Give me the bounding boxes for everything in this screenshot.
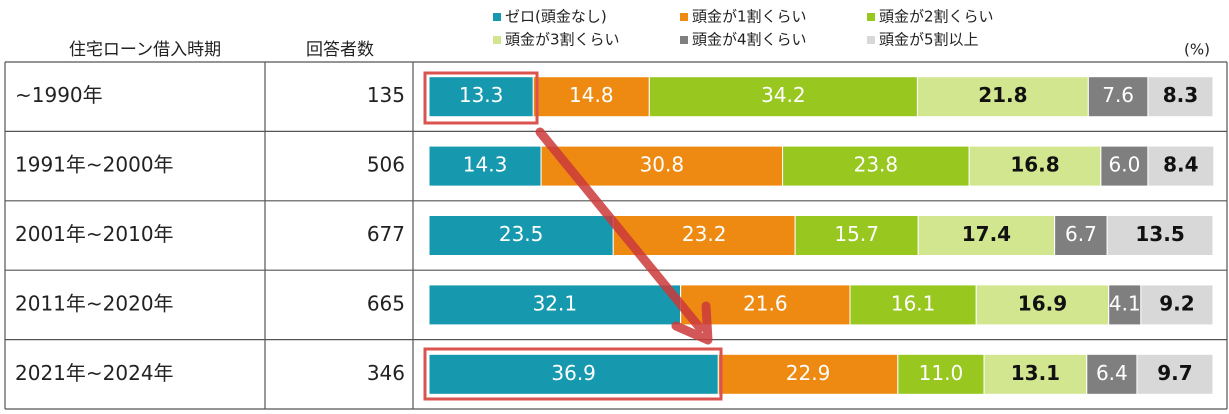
legend-label: ゼロ(頭金なし) xyxy=(505,8,607,26)
bar-segment xyxy=(428,353,719,395)
legend-swatch xyxy=(680,36,688,44)
bar-segment xyxy=(648,76,918,118)
row-label: ~1990年 xyxy=(15,83,103,107)
value-label: 22.9 xyxy=(786,361,831,385)
bar-segment xyxy=(1086,353,1138,395)
legend-label: 頭金が3割くらい xyxy=(505,31,620,49)
value-label: 7.6 xyxy=(1102,83,1134,107)
bar-segment xyxy=(1108,284,1142,326)
bar-segment xyxy=(897,353,985,395)
highlight xyxy=(423,347,723,401)
bar-segment xyxy=(1100,145,1149,187)
row-label: 2011年~2020年 xyxy=(15,291,174,315)
count: 665 xyxy=(367,291,405,315)
value-label: 6.7 xyxy=(1065,222,1097,246)
value-label: 23.2 xyxy=(682,222,727,246)
bar-segment xyxy=(917,215,1056,256)
legend-swatch xyxy=(867,13,875,21)
legend-swatch xyxy=(493,13,501,21)
value-label: 14.8 xyxy=(569,83,614,107)
value-label: 8.3 xyxy=(1163,83,1198,107)
value-label: 14.3 xyxy=(463,153,508,177)
value-label: 34.2 xyxy=(761,83,806,107)
value-label: 9.7 xyxy=(1157,361,1192,385)
value-label: 23.5 xyxy=(499,222,544,246)
value-label: 15.7 xyxy=(834,222,879,246)
value-label: 23.8 xyxy=(854,153,899,177)
value-label: 32.1 xyxy=(533,291,578,315)
arrow-shaft xyxy=(535,127,705,333)
value-label: 16.9 xyxy=(1018,291,1067,315)
count-header: 回答者数 xyxy=(306,40,374,60)
arrow-head xyxy=(671,301,713,345)
value-label: 8.4 xyxy=(1163,153,1198,177)
bar-segment xyxy=(794,215,919,256)
value-label: 4.1 xyxy=(1109,291,1141,315)
value-label: 6.4 xyxy=(1096,361,1128,385)
bar-segment xyxy=(428,76,534,118)
value-label: 9.2 xyxy=(1159,291,1194,315)
highlight xyxy=(423,71,539,125)
bar-segment xyxy=(612,215,796,256)
legend-label: 頭金が5割以上 xyxy=(879,31,979,49)
value-label: 21.6 xyxy=(743,291,788,315)
value-label: 21.8 xyxy=(978,83,1027,107)
bar-segment xyxy=(428,284,682,326)
legend-swatch xyxy=(680,13,688,21)
legend-label: 頭金が4割くらい xyxy=(692,31,807,49)
bar-segment xyxy=(968,145,1102,187)
value-label: 13.3 xyxy=(459,83,504,107)
count: 346 xyxy=(367,361,405,385)
row-label: 2001年~2010年 xyxy=(15,222,174,246)
unit-label: (%) xyxy=(1184,41,1210,59)
value-label: 13.1 xyxy=(1011,361,1060,385)
bar-segment xyxy=(717,353,899,395)
bar-segment xyxy=(1087,76,1149,118)
value-label: 6.0 xyxy=(1109,153,1141,177)
value-label: 36.9 xyxy=(551,361,596,385)
bar-segment xyxy=(975,284,1110,326)
bar-segment xyxy=(1147,76,1214,118)
count: 506 xyxy=(367,153,405,177)
value-label: 16.1 xyxy=(891,291,936,315)
legend-label: 頭金が1割くらい xyxy=(692,8,807,26)
value-label: 17.4 xyxy=(962,222,1011,246)
table-grid xyxy=(4,61,1228,410)
count: 677 xyxy=(367,222,405,246)
count: 135 xyxy=(367,83,405,107)
bar-segment xyxy=(1147,145,1215,187)
bar-segment xyxy=(1106,215,1214,256)
bar-segment xyxy=(849,284,977,326)
row-header: 住宅ローン借入時期 xyxy=(69,40,221,60)
value-label: 30.8 xyxy=(640,153,685,177)
bar-segment xyxy=(428,145,542,187)
value-label: 16.8 xyxy=(1010,153,1059,177)
row-label: 1991年~2000年 xyxy=(15,153,174,177)
value-label: 13.5 xyxy=(1135,222,1184,246)
bar-segment xyxy=(1140,284,1214,326)
value-label: 11.0 xyxy=(919,361,964,385)
legend-label: 頭金が2割くらい xyxy=(879,8,994,26)
legend-swatch xyxy=(867,36,875,44)
bar-segment xyxy=(1054,215,1108,256)
bar-segment xyxy=(1136,353,1214,395)
legend-swatch xyxy=(493,36,501,44)
trend-arrow xyxy=(535,127,713,345)
row-label: 2021年~2024年 xyxy=(15,361,174,385)
bar-segment xyxy=(532,76,650,118)
